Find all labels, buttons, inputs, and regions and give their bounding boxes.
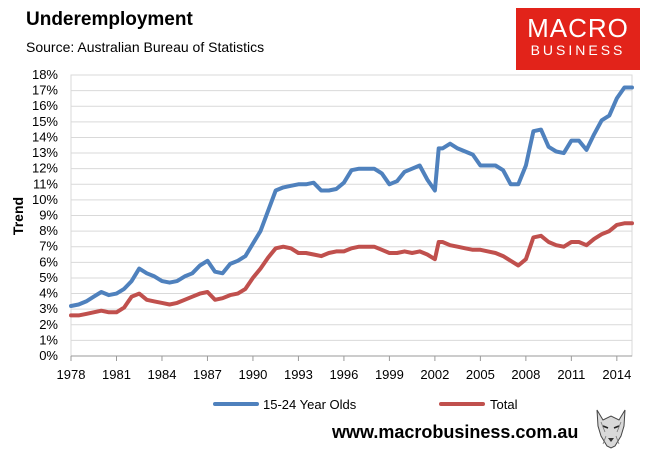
chart-title: Underemployment xyxy=(26,9,193,30)
x-tick-label: 2011 xyxy=(557,367,585,382)
y-tick-label: 5% xyxy=(39,270,58,285)
y-tick-label: 4% xyxy=(39,286,58,301)
legend-label: 15-24 Year Olds xyxy=(263,397,357,412)
y-tick-label: 3% xyxy=(39,301,58,316)
x-tick-label: 2002 xyxy=(420,367,449,382)
x-axis-ticks: 1978 1981 1984 1987 1990 1993 1996 1999 2002 2005… xyxy=(57,355,632,382)
y-tick-label: 14% xyxy=(32,129,58,144)
x-tick-label: 1984 xyxy=(148,367,177,382)
y-tick-label: 9% xyxy=(39,208,58,223)
x-tick-label: 1999 xyxy=(375,367,404,382)
x-tick-label: 2014 xyxy=(602,367,631,382)
y-axis-ticks: 0%1%2%3%4%5%6%7%8%9%10%11%12%13%14%15%16… xyxy=(32,67,58,363)
series-line-youth xyxy=(69,85,634,308)
x-tick-label: 2005 xyxy=(466,367,495,382)
x-tick-label: 1993 xyxy=(284,367,313,382)
y-tick-label: 17% xyxy=(32,83,58,98)
y-tick-label: 0% xyxy=(39,348,58,363)
chart-series xyxy=(69,85,634,318)
y-tick-label: 10% xyxy=(32,192,58,207)
y-tick-label: 8% xyxy=(39,223,58,238)
y-tick-label: 6% xyxy=(39,254,58,269)
y-tick-label: 12% xyxy=(32,161,58,176)
macrobusiness-logo: MACRO BUSINESS xyxy=(516,8,640,70)
y-tick-label: 16% xyxy=(32,98,58,113)
y-tick-label: 1% xyxy=(39,332,58,347)
y-tick-label: 11% xyxy=(33,176,58,191)
y-tick-label: 7% xyxy=(39,239,58,254)
series-line-total xyxy=(69,221,634,318)
x-tick-label: 1987 xyxy=(193,367,222,382)
y-tick-label: 2% xyxy=(39,317,58,332)
logo-line-2: BUSINESS xyxy=(530,42,626,58)
wolf-logo-icon xyxy=(591,406,631,450)
chart-source: Source: Australian Bureau of Statistics xyxy=(26,39,265,55)
y-tick-label: 18% xyxy=(32,67,58,82)
x-tick-label: 2008 xyxy=(511,367,540,382)
chart-legend: 15-24 Year Olds Total xyxy=(213,397,518,412)
x-tick-label: 1996 xyxy=(329,367,358,382)
website-url: www.macrobusiness.com.au xyxy=(332,422,579,442)
legend-label: Total xyxy=(490,397,518,412)
y-axis-label: Trend xyxy=(10,197,26,235)
x-tick-label: 1990 xyxy=(238,367,267,382)
chart-grid xyxy=(70,74,633,357)
logo-line-1: MACRO xyxy=(527,13,629,43)
y-tick-label: 13% xyxy=(32,145,58,160)
x-tick-label: 1981 xyxy=(102,367,131,382)
x-tick-label: 1978 xyxy=(57,367,86,382)
y-tick-label: 15% xyxy=(32,114,58,129)
